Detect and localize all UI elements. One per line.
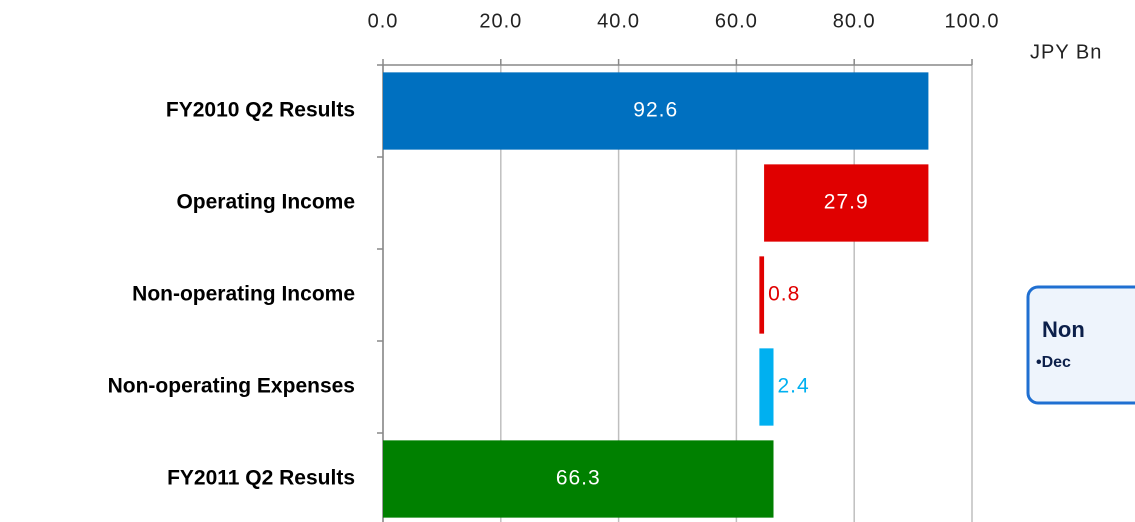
bar	[383, 72, 929, 150]
x-tick-label: 20.0	[479, 10, 522, 32]
value-label: 27.9	[824, 191, 869, 214]
value-label: 92.6	[633, 99, 678, 122]
y-tick-label: FY2010 Q2 Results	[166, 99, 355, 122]
x-tick-label: 40.0	[597, 10, 640, 32]
x-tick-label: 60.0	[715, 10, 758, 32]
x-axis-unit: JPY Bn	[1030, 41, 1102, 63]
callout-box	[1026, 285, 1135, 405]
bar	[759, 256, 765, 334]
value-label: 66.3	[556, 467, 601, 490]
bar	[383, 440, 774, 518]
callout-text: •Dec	[1036, 354, 1071, 371]
callout: Non •Dec	[1026, 285, 1135, 405]
value-label: 0.8	[768, 283, 800, 306]
value-label: 2.4	[778, 375, 810, 398]
y-tick-label: Non-operating Income	[132, 283, 355, 306]
x-tick-label: 0.0	[368, 10, 399, 32]
callout-title: Non	[1042, 317, 1085, 342]
bar	[759, 348, 774, 426]
x-tick-label: 80.0	[833, 10, 876, 32]
bar	[764, 164, 929, 242]
x-tick-label: 100.0	[944, 10, 999, 32]
y-tick-label: FY2011 Q2 Results	[167, 467, 355, 490]
y-tick-label: Non-operating Expenses	[108, 375, 355, 398]
y-tick-label: Operating Income	[176, 191, 355, 214]
